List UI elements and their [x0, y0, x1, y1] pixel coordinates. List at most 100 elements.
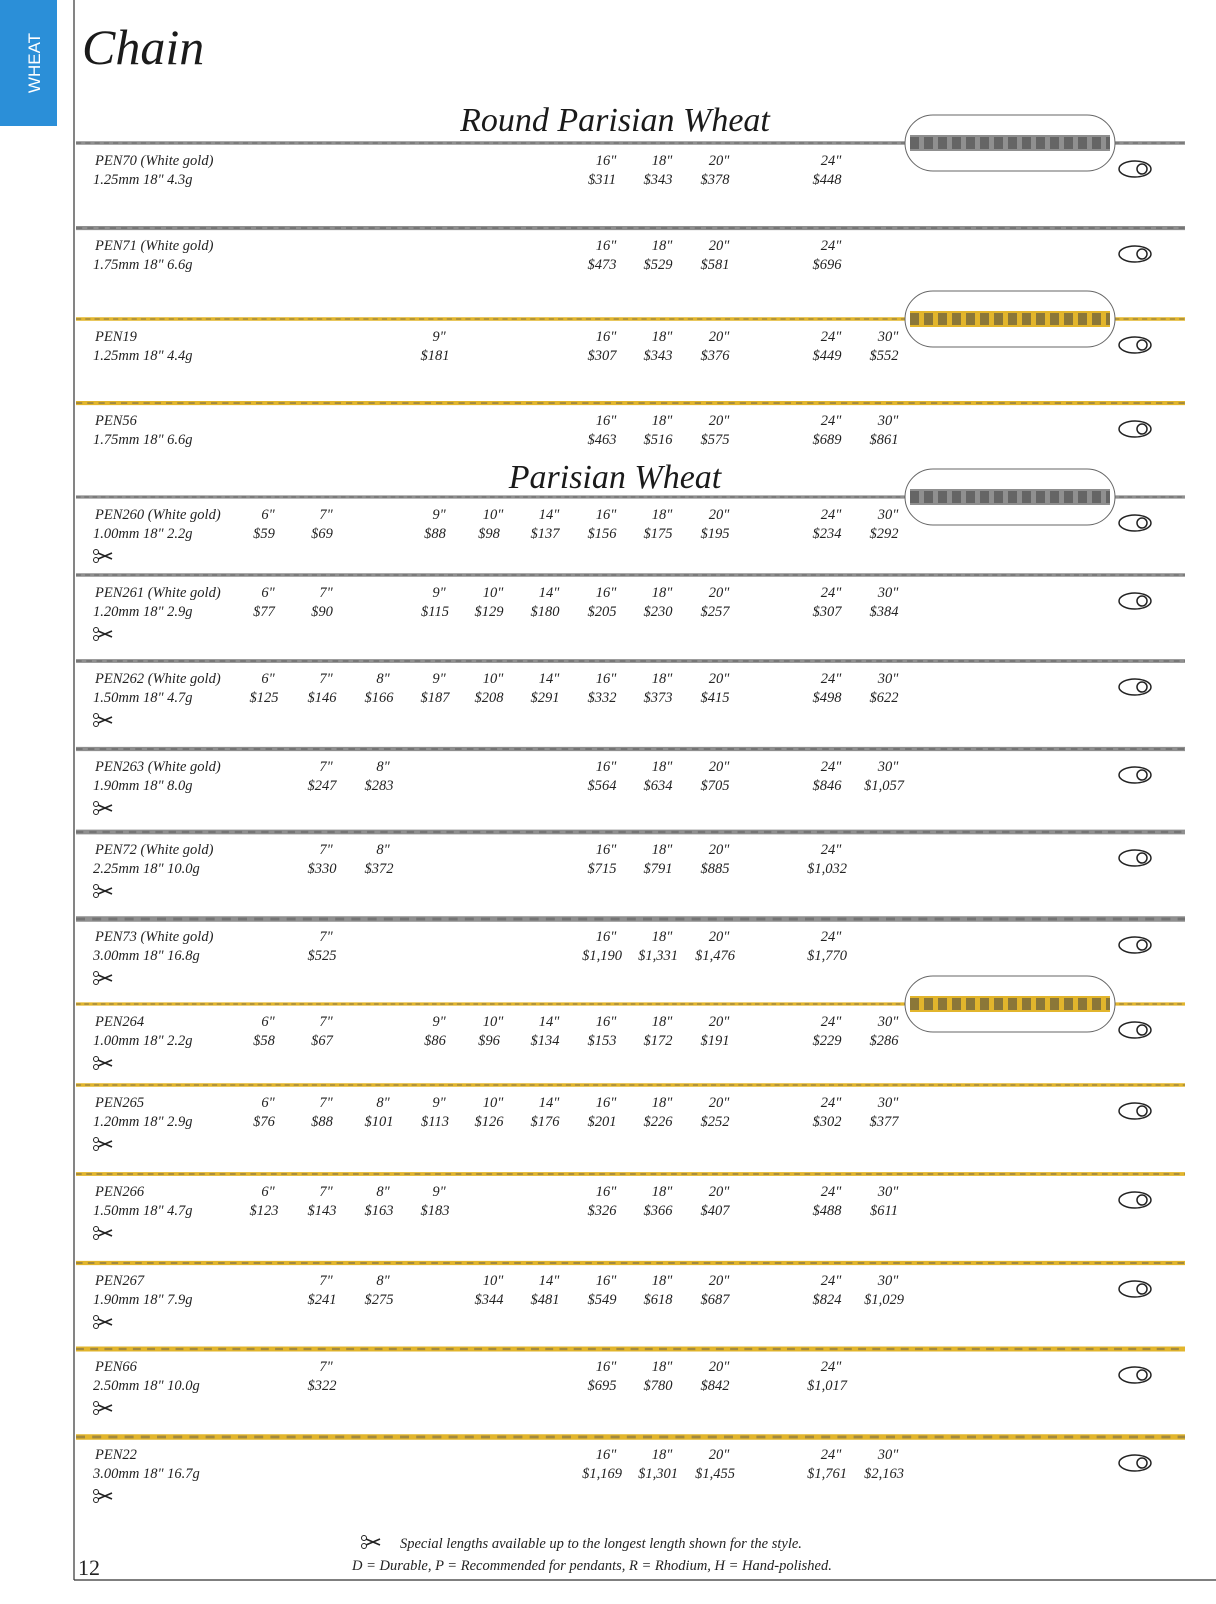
length: 24"	[821, 507, 843, 523]
price: $201	[588, 1114, 617, 1130]
clasp-ring	[1136, 595, 1148, 607]
price: $137	[531, 526, 561, 542]
length: 9"	[432, 507, 446, 523]
length: 24"	[821, 842, 843, 858]
length: 7"	[319, 1014, 333, 1030]
length: 9"	[432, 671, 446, 687]
length: 18"	[652, 413, 674, 429]
length: 16"	[596, 842, 618, 858]
scissors-ring	[93, 884, 99, 890]
scissors-blade	[97, 974, 113, 982]
scissors-blade	[97, 630, 113, 638]
price: $516	[644, 432, 674, 448]
clasp-icon	[1118, 1102, 1152, 1120]
price: $463	[588, 432, 617, 448]
scissors-ring	[93, 721, 99, 727]
price: $525	[308, 948, 337, 964]
length: 14"	[539, 1273, 561, 1289]
length: 20"	[709, 238, 731, 254]
scissors-icon	[93, 1056, 113, 1070]
length: 18"	[652, 759, 674, 775]
length: 16"	[596, 329, 618, 345]
length: 24"	[821, 329, 843, 345]
scissors-blade	[97, 1059, 113, 1067]
price: $1,057	[864, 778, 905, 794]
price: $234	[813, 526, 842, 542]
length: 18"	[652, 842, 674, 858]
price: $611	[870, 1203, 898, 1219]
length: 14"	[539, 507, 561, 523]
length: 24"	[821, 1447, 843, 1463]
length: 24"	[821, 413, 843, 429]
footnote: Special lengths available up to the long…	[400, 1536, 802, 1552]
scissors-ring	[93, 627, 99, 633]
clasp-ring	[1136, 1369, 1148, 1381]
price: $705	[701, 778, 730, 794]
price: $344	[475, 1292, 504, 1308]
length: 16"	[596, 759, 618, 775]
length: 6"	[261, 1014, 275, 1030]
price: $861	[870, 432, 899, 448]
length: 24"	[821, 1014, 843, 1030]
price: $307	[813, 604, 843, 620]
length: 6"	[261, 507, 275, 523]
price: $378	[701, 172, 731, 188]
length: 8"	[376, 1273, 390, 1289]
length: 16"	[596, 1447, 618, 1463]
scissors-icon	[93, 1226, 113, 1240]
clasp-body	[1118, 766, 1152, 784]
item-spec: 1.25mm 18" 4.3g	[93, 172, 193, 188]
price: $376	[701, 348, 731, 364]
length: 30"	[877, 507, 900, 523]
price: $195	[701, 526, 730, 542]
clasp-body	[1118, 514, 1152, 532]
clasp-ring	[1136, 423, 1148, 435]
length: 8"	[376, 759, 390, 775]
price: $175	[644, 526, 673, 542]
price: $824	[813, 1292, 842, 1308]
price: $885	[701, 861, 730, 877]
length: 7"	[319, 842, 333, 858]
scissors-icon	[93, 1489, 113, 1503]
length: 7"	[319, 585, 333, 601]
price: $448	[813, 172, 843, 188]
length: 7"	[319, 759, 333, 775]
length: 7"	[319, 1184, 333, 1200]
scissors-blade	[97, 1140, 113, 1148]
price: $1,017	[807, 1378, 848, 1394]
price: $695	[588, 1378, 617, 1394]
price: $156	[588, 526, 618, 542]
price: $176	[531, 1114, 561, 1130]
price: $302	[813, 1114, 842, 1130]
scissors-blade	[97, 1318, 113, 1326]
scissors-icon	[93, 971, 113, 985]
length: 30"	[877, 1447, 900, 1463]
item-code: PEN72 (White gold)	[94, 842, 214, 858]
scissors-blade	[97, 552, 113, 560]
clasp-ring	[1136, 517, 1148, 529]
price: $134	[531, 1033, 560, 1049]
scissors-ring	[93, 971, 99, 977]
length: 30"	[877, 1184, 900, 1200]
price: $1,770	[807, 948, 848, 964]
price: $311	[588, 172, 616, 188]
price: $98	[478, 526, 501, 542]
price: $549	[588, 1292, 618, 1308]
scissors-icon	[93, 884, 113, 898]
scissors-icon	[93, 549, 113, 563]
price: $687	[701, 1292, 731, 1308]
length: 18"	[652, 1014, 674, 1030]
clasp-body	[1118, 160, 1152, 178]
length: 20"	[709, 153, 731, 169]
length: 20"	[709, 413, 731, 429]
length: 16"	[596, 153, 618, 169]
price: $205	[588, 604, 617, 620]
price: $101	[365, 1114, 394, 1130]
clasp-body	[1118, 1454, 1152, 1472]
length: 24"	[821, 671, 843, 687]
scissors-icon	[93, 801, 113, 815]
length: 20"	[709, 1184, 731, 1200]
length: 24"	[821, 1359, 843, 1375]
clasp-body	[1118, 678, 1152, 696]
item-spec: 1.90mm 18" 7.9g	[93, 1292, 193, 1308]
